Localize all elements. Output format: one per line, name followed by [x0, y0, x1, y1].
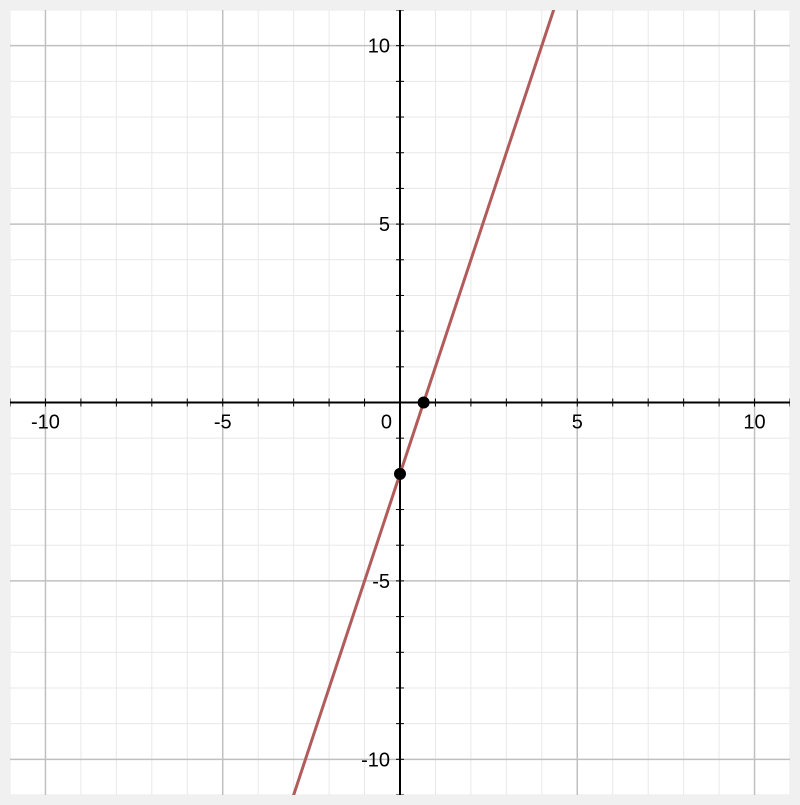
x-tick-label: -5 — [214, 412, 232, 434]
chart-container: -10 -5 0 5 10 -10 -5 5 10 — [10, 10, 790, 795]
y-tick-label: 10 — [368, 36, 390, 58]
y-tick-label: 5 — [379, 214, 390, 236]
x-tick-label: 0 — [381, 412, 392, 434]
x-tick-label: 10 — [743, 412, 765, 434]
y-tick-label: -5 — [372, 571, 390, 593]
x-tick-label: -10 — [31, 412, 60, 434]
x-tick-label: 5 — [572, 412, 583, 434]
y-tick-label: -10 — [361, 749, 390, 771]
plot-point — [418, 397, 430, 409]
plot-point — [394, 468, 406, 480]
chart-svg: -10 -5 0 5 10 -10 -5 5 10 — [10, 10, 790, 795]
